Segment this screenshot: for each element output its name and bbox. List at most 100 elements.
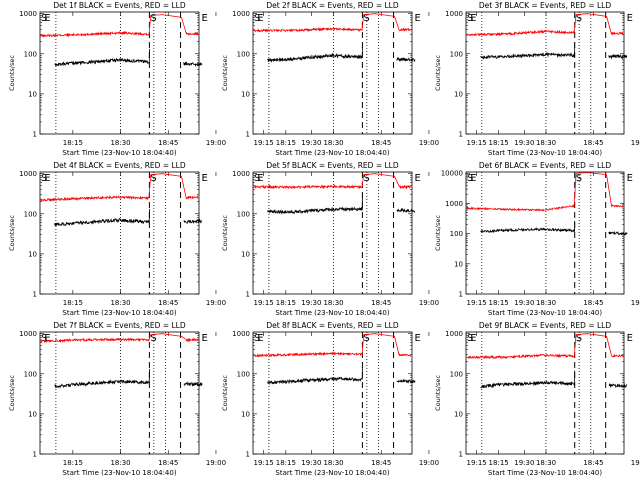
x-tick-label: 19:30: [301, 299, 321, 307]
x-tick-label: 18:45: [371, 139, 391, 147]
x-tick-label: 19:30: [301, 459, 321, 467]
panel-title: Det 2f BLACK = Events, RED = LLD: [266, 1, 399, 10]
start-marker-label: S: [41, 173, 47, 184]
x-axis-label: Start Time (23-Nov-10 18:04:40): [275, 469, 389, 477]
end-marker-label: E: [44, 173, 50, 184]
x-axis-label: Start Time (23-Nov-10 18:04:40): [488, 469, 602, 477]
y-tick-label: 100: [450, 50, 463, 58]
x-tick-label: 18:30: [110, 299, 130, 307]
x-tick-label: 18:15: [489, 139, 509, 147]
start-marker-label: S: [363, 333, 369, 344]
y-axis-label: Counts/sec: [434, 375, 442, 411]
end-marker-label: E: [202, 333, 208, 344]
plot-frame: [252, 331, 413, 455]
y-tick-label: 1000: [445, 10, 463, 18]
x-tick-label: 18:15: [489, 299, 509, 307]
events-series-line: [267, 366, 363, 385]
panel-title: Det 3f BLACK = Events, RED = LLD: [479, 1, 612, 10]
end-marker-label: E: [627, 333, 633, 344]
x-tick-label: 18:15: [276, 459, 296, 467]
x-tick-label: 18:15: [63, 139, 83, 147]
x-tick-label: 18:45: [371, 459, 391, 467]
start-marker-label: S: [254, 13, 260, 24]
lld-series-line: [466, 13, 624, 37]
y-axis-label: Counts/sec: [434, 215, 442, 251]
panel-det-4: Det 4f BLACK = Events, RED = LLD 1 10 100 10…: [8, 161, 321, 317]
x-tick-label: 18:30: [323, 299, 343, 307]
x-tick-label: 19:00: [419, 459, 439, 467]
x-tick-label: 19:15: [467, 299, 487, 307]
lld-series-line: [40, 333, 199, 344]
y-tick-label: 100: [450, 230, 463, 238]
end-marker-label: E: [202, 173, 208, 184]
panel-det-3: Det 3f BLACK = Events, RED = LLD 1 10 100 10…: [434, 1, 640, 157]
start-marker-label: S: [254, 173, 260, 184]
y-axis-label: Counts/sec: [8, 375, 16, 411]
y-tick-label: 10: [454, 410, 463, 418]
plot-frame: [465, 11, 625, 135]
x-tick-label: 18:45: [371, 299, 391, 307]
plot-frame: [39, 331, 200, 455]
x-axis-label: Start Time (23-Nov-10 18:04:40): [62, 149, 176, 157]
y-axis-label: Counts/sec: [221, 215, 229, 251]
x-tick-label: 19:30: [514, 299, 534, 307]
end-marker-label: E: [257, 333, 263, 344]
y-axis-label: Counts/sec: [221, 375, 229, 411]
y-tick-label: 100: [237, 210, 250, 218]
events-series-line: [396, 378, 416, 384]
end-marker-label: E: [470, 173, 476, 184]
start-marker-label: S: [150, 13, 156, 24]
x-axis-label: Start Time (23-Nov-10 18:04:40): [275, 149, 389, 157]
plot-frame: [39, 11, 200, 135]
panel-det-7: Det 7f BLACK = Events, RED = LLD 1 10 100 10…: [8, 321, 321, 477]
panel-det-2: Det 2f BLACK = Events, RED = LLD 1 10 100 10…: [221, 1, 534, 157]
x-tick-label: 19:00: [206, 299, 226, 307]
x-tick-label: 18:45: [158, 459, 178, 467]
events-series-line: [267, 43, 363, 63]
events-series-line: [54, 208, 150, 227]
x-tick-label: 18:15: [63, 459, 83, 467]
panel-det-1: Det 1f BLACK = Events, RED = LLD 1 10 100 10…: [8, 1, 321, 157]
end-marker-label: E: [257, 13, 263, 24]
panel-det-9: Det 9f BLACK = Events, RED = LLD 1 10 100 10…: [434, 321, 640, 477]
y-tick-label: 100: [237, 370, 250, 378]
events-series-line: [267, 195, 363, 215]
y-tick-label: 1: [459, 451, 463, 459]
end-marker-label: E: [470, 333, 476, 344]
y-tick-label: 10: [454, 260, 463, 268]
events-series-line: [183, 61, 203, 68]
end-marker-label: E: [415, 13, 421, 24]
panel-title: Det 8f BLACK = Events, RED = LLD: [266, 321, 399, 330]
x-tick-label: 18:15: [63, 299, 83, 307]
x-tick-label: 18:45: [583, 459, 603, 467]
lld-series-line: [253, 173, 412, 190]
y-tick-label: 1000: [232, 330, 250, 338]
y-tick-label: 100: [24, 370, 37, 378]
y-tick-label: 1: [246, 131, 250, 139]
y-tick-label: 1: [33, 451, 37, 459]
y-tick-label: 10: [28, 90, 37, 98]
x-tick-label: 19:00: [631, 139, 640, 147]
end-marker-label: E: [257, 173, 263, 184]
x-tick-label: 18:45: [158, 299, 178, 307]
y-tick-label: 10: [241, 90, 250, 98]
x-tick-label: 19:00: [631, 299, 640, 307]
events-series-line: [608, 53, 628, 60]
start-marker-label: S: [467, 333, 473, 344]
y-tick-label: 10: [454, 90, 463, 98]
y-tick-label: 10: [241, 250, 250, 258]
start-marker-label: S: [576, 333, 582, 344]
end-marker-label: E: [415, 333, 421, 344]
plot-frame: [252, 11, 413, 135]
x-tick-label: 19:15: [467, 139, 487, 147]
y-tick-label: 1000: [445, 200, 463, 208]
y-tick-label: 1000: [19, 170, 37, 178]
x-tick-label: 19:00: [206, 459, 226, 467]
lld-series-line: [466, 172, 624, 212]
events-series-line: [608, 382, 628, 388]
y-tick-label: 10: [241, 410, 250, 418]
x-tick-label: 18:45: [158, 139, 178, 147]
plot-frame: [465, 331, 625, 455]
panel-title: Det 9f BLACK = Events, RED = LLD: [479, 321, 612, 330]
events-series-line: [396, 56, 416, 63]
